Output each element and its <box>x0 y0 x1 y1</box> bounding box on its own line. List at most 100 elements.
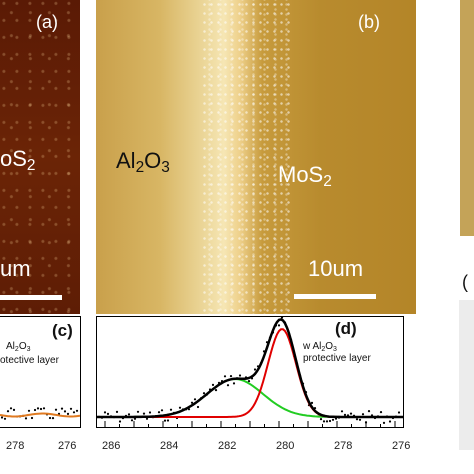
plot-c-data-point <box>69 407 73 410</box>
boundary-texture <box>201 0 291 314</box>
plot-c-data-point <box>36 407 40 410</box>
plot-d-red-peak <box>97 328 403 418</box>
plot-d-data-point <box>115 410 119 413</box>
plot-d-data-point <box>364 421 368 424</box>
plot-d-annotation-line1: w Al2O3 <box>303 341 337 353</box>
plot-d-data-point <box>253 368 257 371</box>
plot-d-data-point <box>343 413 347 416</box>
plot-d-data-point <box>130 419 134 422</box>
plot-d-data-point <box>211 383 215 386</box>
xps-plot-c-svg <box>0 407 80 420</box>
plot-d-data-point <box>397 411 401 414</box>
plot-c-tick: 278 <box>6 440 25 452</box>
plot-d-data-point <box>322 420 326 423</box>
plot-d-data-point <box>223 375 227 378</box>
plot-c-data-point <box>60 407 64 410</box>
plot-c-data-point <box>63 410 67 413</box>
plot-d-data-point <box>367 410 371 413</box>
plot-c-data-point <box>27 409 31 412</box>
plot-d-data-point <box>328 419 332 423</box>
plot-d-data-point <box>238 374 242 377</box>
plot-d-data-point <box>169 408 173 411</box>
panel-a-material-label: oS2 <box>0 146 36 174</box>
plot-c-data-point <box>39 407 43 411</box>
device-image-edge <box>459 300 474 450</box>
plot-c-data-point <box>24 417 28 420</box>
plot-c-data-point <box>3 417 7 420</box>
plot-c-annotation-line1: Al2O3 <box>6 341 31 353</box>
plot-d-data-point <box>214 389 218 392</box>
xps-plot-d-svg <box>97 317 403 427</box>
plot-d-data-point <box>136 410 140 413</box>
panel-b-scale-label: 10um <box>308 256 364 281</box>
plot-d-data-point <box>358 418 362 421</box>
plot-d-data-point <box>133 417 137 420</box>
plot-d-data-point <box>349 412 353 415</box>
afm-image-panel-a: (a) oS2 um <box>0 0 80 314</box>
plot-d-data-point <box>178 406 182 409</box>
panel-a-scale-label: um <box>0 256 31 281</box>
plot-d-data-point <box>226 384 230 387</box>
panel-e-letter: ( <box>462 272 468 292</box>
xps-plot-c: Al2O3 otective layer (c) <box>0 316 81 428</box>
plot-d-tick: 284 <box>160 440 179 452</box>
plot-d-tick: 280 <box>276 440 295 452</box>
plot-d-data-point <box>127 413 131 416</box>
plot-d-data-point <box>319 418 323 421</box>
mos2-label: MoS2 <box>278 162 332 190</box>
xps-plot-d: (d) w Al2O3 protective layer <box>96 316 404 428</box>
plot-c-x-axis: 278 276 <box>0 440 80 454</box>
plot-c-data-point <box>0 416 4 419</box>
plot-c-data-point <box>12 408 16 411</box>
plot-d-data-point <box>148 411 152 414</box>
plot-d-data-point <box>163 419 167 422</box>
plot-d-tick: 282 <box>218 440 237 452</box>
plot-c-data-point <box>75 409 79 412</box>
plot-d-data-point <box>361 413 365 416</box>
plot-d-data-point <box>166 419 170 422</box>
plot-d-data-point <box>142 412 146 415</box>
plot-d-data-point <box>118 420 122 423</box>
plot-d-data-point <box>202 392 206 395</box>
panel-a-letter: (a) <box>36 12 58 32</box>
plot-d-data-point <box>229 375 233 378</box>
plot-d-data-point <box>325 420 329 423</box>
al2o3-label: Al2O3 <box>116 148 170 176</box>
plot-c-data-point <box>54 408 58 411</box>
plot-c-fit-curve <box>0 412 80 418</box>
plot-d-tick: 276 <box>392 440 411 452</box>
panel-a-scale-bar <box>0 295 62 300</box>
plot-c-data-point <box>72 411 76 414</box>
plot-d-letter: (d) <box>335 319 357 338</box>
plot-d-data-point <box>193 398 197 401</box>
panel-b-scale-bar <box>294 294 376 299</box>
plot-c-tick: 276 <box>58 440 77 452</box>
plot-c-data-point <box>51 417 55 420</box>
plot-d-data-point <box>331 418 335 421</box>
plot-d-total-fit <box>97 318 403 419</box>
panel-e-image-edge <box>460 0 474 236</box>
plot-d-data-point <box>157 411 161 414</box>
plot-d-data-point <box>196 405 200 409</box>
panel-b-letter: (b) <box>358 12 380 32</box>
plot-c-data-point <box>30 416 34 420</box>
plot-d-data-point <box>103 411 107 414</box>
plot-c-data-point <box>9 407 13 410</box>
plot-d-data-point <box>247 380 251 383</box>
afm-image-panel-b: (b) Al2O3 MoS2 10um <box>96 0 416 314</box>
plot-d-data-point <box>145 417 149 420</box>
plot-d-data-point <box>355 418 359 421</box>
plot-d-tick: 278 <box>334 440 353 452</box>
plot-d-x-axis: 286 284 282 280 278 276 <box>96 440 410 454</box>
plot-c-annotation-line2: otective layer <box>0 355 59 366</box>
plot-c-data-point <box>66 412 70 415</box>
plot-d-data-point <box>379 411 383 414</box>
plot-d-tick: 286 <box>102 440 121 452</box>
plot-c-data-point <box>48 416 52 420</box>
plot-d-data-point <box>277 324 281 327</box>
plot-d-data-point <box>190 401 194 404</box>
plot-c-data-point <box>33 408 37 412</box>
plot-c-letter: (c) <box>52 321 73 340</box>
plot-d-data-point <box>106 412 110 415</box>
plot-d-data-point <box>310 401 314 404</box>
